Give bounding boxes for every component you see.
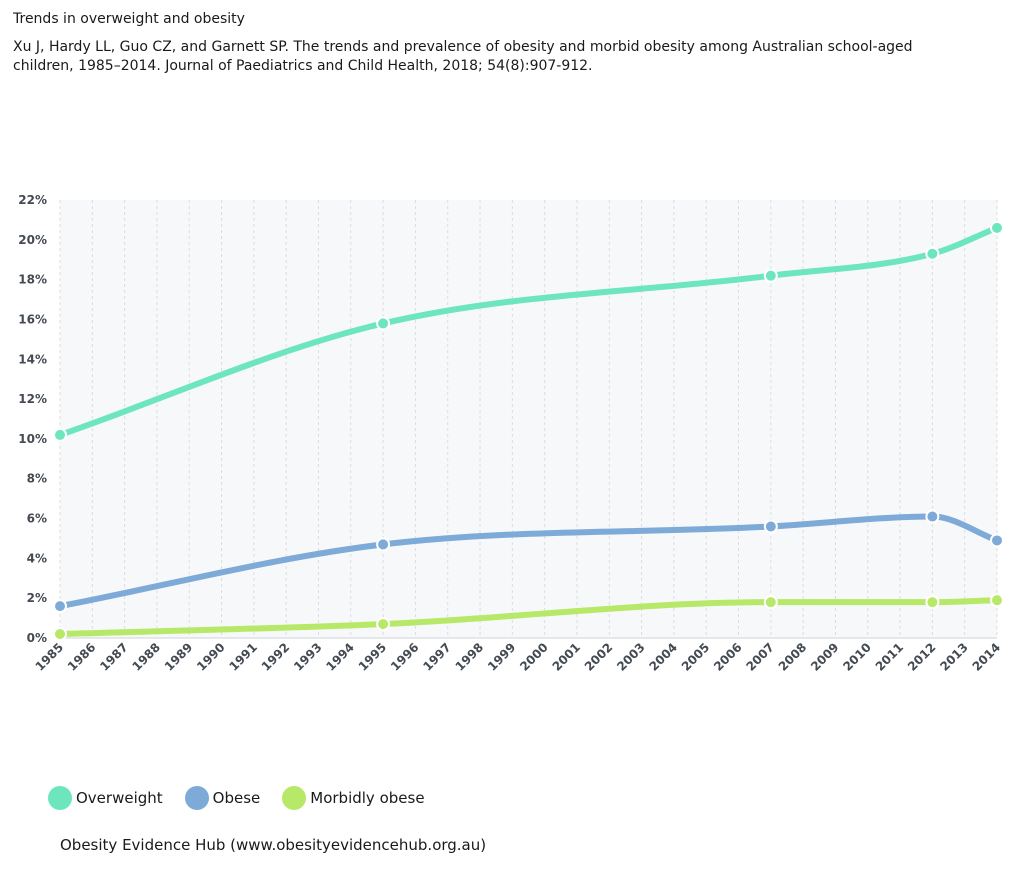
x-tick-label: 2007 [743,640,777,674]
data-point-overweight[interactable] [925,246,940,261]
x-tick-label: 1992 [259,640,293,674]
data-point-overweight[interactable] [53,427,67,442]
x-tick-label: 2014 [970,640,1004,674]
x-tick-label: 1991 [226,640,260,674]
x-tick-label: 1995 [356,640,390,674]
x-tick-label: 2003 [614,640,648,674]
x-axis-ticks: 1985198619871988198919901991199219931994… [33,640,1004,674]
data-point-overweight[interactable] [990,220,1004,235]
x-tick-label: 1987 [97,640,131,674]
x-tick-label: 2004 [646,640,680,674]
x-tick-label: 1989 [162,640,196,674]
data-point-morbidly-obese[interactable] [53,627,67,642]
legend-item-morbidly-obese[interactable]: Morbidly obese [282,786,425,810]
y-tick-label: 18% [18,273,47,287]
source-credit: Obesity Evidence Hub (www.obesityevidenc… [60,836,487,854]
data-point-overweight[interactable] [763,268,778,283]
legend-swatch [184,786,209,810]
x-tick-label: 2002 [582,640,616,674]
y-tick-label: 12% [18,392,47,406]
x-tick-label: 2008 [776,640,810,674]
x-tick-label: 1994 [323,640,357,674]
x-tick-label: 1999 [485,640,519,674]
data-point-obese[interactable] [925,509,940,524]
x-tick-label: 2005 [679,640,713,674]
x-tick-label: 2011 [873,640,907,674]
x-tick-label: 1998 [453,640,487,674]
x-tick-label: 1990 [194,640,228,674]
data-point-overweight[interactable] [376,316,391,331]
x-tick-label: 2006 [711,640,745,674]
x-tick-label: 2000 [517,640,551,674]
y-tick-label: 20% [18,233,47,247]
data-point-obese[interactable] [53,599,67,614]
x-tick-label: 2001 [550,640,584,674]
x-tick-label: 1997 [420,640,454,674]
y-tick-label: 14% [18,352,47,366]
chart-citation: Xu J, Hardy LL, Guo CZ, and Garnett SP. … [13,39,913,74]
y-tick-label: 8% [27,472,47,486]
x-tick-label: 1986 [65,640,99,674]
chart-title: Trends in overweight and obesity [13,11,245,27]
x-tick-label: 2013 [937,640,971,674]
y-tick-label: 2% [27,591,47,605]
plot-background [60,200,997,638]
x-tick-label: 1996 [388,640,422,674]
data-point-morbidly-obese[interactable] [376,617,391,632]
legend-item-obese[interactable]: Obese [184,786,261,810]
legend-label: Overweight [76,789,163,807]
x-tick-label: 2012 [905,640,939,674]
x-tick-label: 1985 [33,640,67,674]
data-point-morbidly-obese[interactable] [925,595,940,610]
y-tick-label: 16% [18,312,47,326]
legend-label: Morbidly obese [310,789,425,807]
legend-swatch [282,786,307,810]
data-point-obese[interactable] [990,533,1004,548]
y-tick-label: 6% [27,512,47,526]
y-tick-label: 10% [18,432,47,446]
line-chart: 0% 2% 4% 6% 8% 10% 12% 14% 16% 18% 20% 22% 19851986… [18,193,1004,674]
x-tick-label: 2010 [840,640,874,674]
data-point-obese[interactable] [763,519,778,534]
x-tick-label: 1988 [130,640,164,674]
legend-swatch [48,786,72,810]
x-tick-label: 1993 [291,640,325,674]
x-tick-label: 2009 [808,640,842,674]
legend-item-overweight[interactable]: Overweight [48,786,163,810]
legend-label: Obese [212,789,261,807]
data-point-morbidly-obese[interactable] [990,593,1004,608]
y-axis-ticks: 0% 2% 4% 6% 8% 10% 12% 14% 16% 18% 20% 22% [18,193,47,645]
legend: Overweight Obese Morbidly obese [48,786,447,810]
y-tick-label: 0% [27,631,47,645]
y-tick-label: 22% [18,193,47,207]
data-point-morbidly-obese[interactable] [763,595,778,610]
series-points [53,220,1004,642]
y-tick-label: 4% [27,551,47,565]
data-point-obese[interactable] [376,537,391,552]
